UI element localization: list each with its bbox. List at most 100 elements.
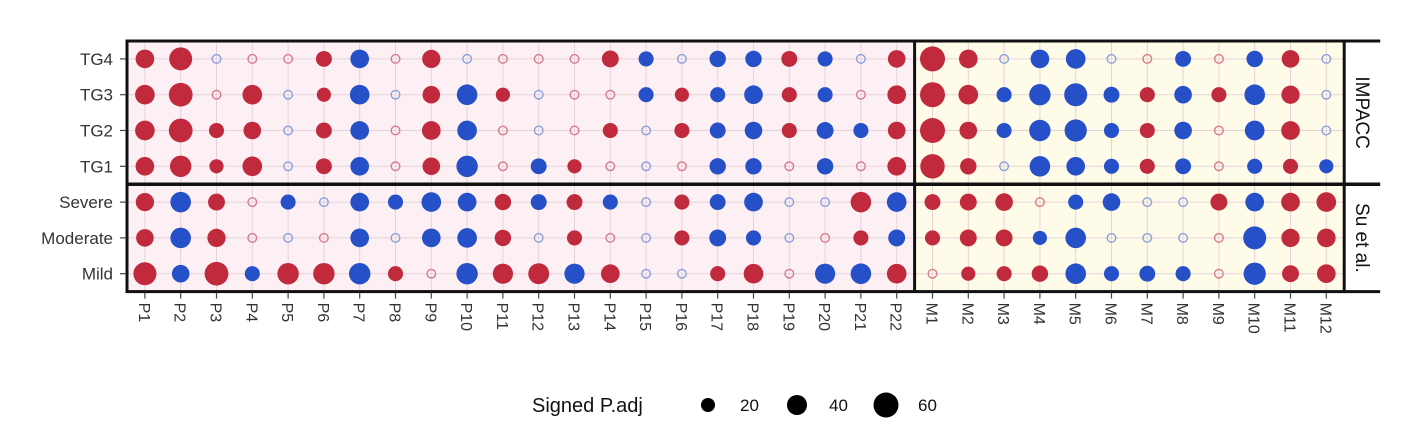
row-label-tg1: TG1 <box>80 157 113 176</box>
dot-severe-p3 <box>208 193 225 211</box>
dot-tg4-p17 <box>709 50 726 68</box>
dot-moderate-p11 <box>494 229 512 247</box>
dot-tg1-p2 <box>169 155 192 178</box>
dot-severe-p18 <box>744 192 763 212</box>
legend-key-label-20: 20 <box>740 396 759 415</box>
dot-moderate-p19 <box>784 232 795 243</box>
row-labels: TG4 TG3 TG2 TG1 Severe Moderate Mild <box>41 50 126 284</box>
dot-tg1-m6 <box>1103 158 1120 174</box>
dot-mild-p5 <box>277 262 299 285</box>
dot-tg3-m3 <box>996 87 1012 103</box>
dot-moderate-p18 <box>745 230 762 246</box>
column-label-p9: P9 <box>421 303 438 323</box>
dot-tg2-m1 <box>920 118 945 143</box>
dot-severe-m11 <box>1281 192 1300 212</box>
dot-tg1-p7 <box>350 156 370 176</box>
column-label-p6: P6 <box>314 303 331 323</box>
dot-tg4-p7 <box>350 49 370 69</box>
dots-layer <box>133 46 1337 286</box>
row-label-severe: Severe <box>59 193 113 212</box>
dot-moderate-m10 <box>1243 226 1267 250</box>
dot-tg2-p15 <box>641 125 652 136</box>
dot-tg2-m11 <box>1281 121 1300 140</box>
column-label-p11: P11 <box>493 303 510 330</box>
dot-severe-p5 <box>280 194 296 210</box>
dot-tg3-m1 <box>920 82 945 108</box>
dot-mild-p17 <box>710 266 726 282</box>
column-label-p12: P12 <box>529 303 546 332</box>
dot-tg3-m2 <box>958 84 979 105</box>
dot-tg3-m12 <box>1321 89 1332 100</box>
dot-tg3-p12 <box>533 89 544 100</box>
dot-severe-p8 <box>387 194 404 210</box>
strip-label-impacc: IMPACC <box>1351 76 1372 148</box>
dot-mild-m7 <box>1139 265 1156 282</box>
dot-severe-p21 <box>850 191 872 213</box>
dot-tg2-p13 <box>569 125 580 136</box>
dot-tg2-p20 <box>816 122 834 139</box>
dot-tg1-p9 <box>422 157 441 176</box>
dot-tg4-p6 <box>315 50 332 67</box>
dot-moderate-p9 <box>421 228 441 248</box>
dot-mild-m5 <box>1065 263 1086 284</box>
column-label-m5: M5 <box>1066 303 1083 325</box>
column-label-p3: P3 <box>207 303 224 323</box>
dot-tg4-p1 <box>135 49 155 69</box>
dot-tg2-m9 <box>1213 125 1224 136</box>
dot-tg3-p18 <box>744 85 763 105</box>
dot-tg4-m5 <box>1065 49 1086 69</box>
dot-tg1-p6 <box>315 158 332 175</box>
dot-tg4-p13 <box>569 53 580 64</box>
dot-moderate-p3 <box>207 228 226 248</box>
dot-tg4-p5 <box>283 53 294 64</box>
column-label-p10: P10 <box>457 303 474 332</box>
dot-severe-p20 <box>820 197 831 208</box>
dot-severe-p22 <box>886 192 907 212</box>
dot-mild-p6 <box>313 262 335 285</box>
dot-tg3-p17 <box>710 87 726 103</box>
dot-severe-p11 <box>494 193 512 211</box>
row-label-tg2: TG2 <box>80 122 113 141</box>
dot-tg2-p5 <box>283 125 294 136</box>
dot-severe-p6 <box>318 197 329 208</box>
dot-tg2-p19 <box>781 122 797 139</box>
column-label-p16: P16 <box>672 303 689 332</box>
dot-severe-p4 <box>247 197 258 208</box>
dot-severe-m5 <box>1068 194 1084 210</box>
dot-tg4-p8 <box>390 53 401 64</box>
dot-mild-m3 <box>996 266 1012 282</box>
panel-outer-border <box>125 39 1346 294</box>
column-label-m6: M6 <box>1102 303 1119 325</box>
dot-tg3-p22 <box>887 85 907 105</box>
dot-moderate-m4 <box>1032 230 1047 245</box>
dot-tg1-m1 <box>920 154 945 179</box>
dot-tg1-p10 <box>456 155 478 178</box>
dot-mild-p18 <box>743 263 764 284</box>
legend-key-label-40: 40 <box>829 396 848 415</box>
dot-tg1-m7 <box>1139 158 1155 174</box>
dot-tg1-m5 <box>1066 156 1086 176</box>
dot-tg2-m5 <box>1064 119 1087 142</box>
dot-mild-m1 <box>927 268 938 279</box>
dot-tg3-p2 <box>168 82 193 107</box>
column-label-p5: P5 <box>278 303 295 323</box>
dot-severe-m9 <box>1210 193 1228 211</box>
dot-tg1-p12 <box>530 158 547 175</box>
dot-tg1-p1 <box>135 156 155 176</box>
dot-tg1-m9 <box>1213 161 1224 172</box>
dot-severe-p1 <box>135 192 155 212</box>
dot-tg2-p18 <box>744 121 763 140</box>
dot-tg2-p16 <box>674 122 690 139</box>
dot-moderate-p5 <box>283 232 294 243</box>
dot-tg3-p13 <box>569 89 580 100</box>
dot-mild-m12 <box>1316 264 1336 284</box>
dot-mild-p10 <box>456 262 478 285</box>
dot-mild-m10 <box>1243 262 1266 285</box>
column-label-m7: M7 <box>1137 303 1154 325</box>
dot-tg2-m6 <box>1103 122 1120 139</box>
dot-tg1-m2 <box>960 158 977 175</box>
row-label-mild: Mild <box>82 265 113 284</box>
dot-mild-p14 <box>600 264 620 284</box>
dot-tg3-p6 <box>316 87 331 102</box>
dot-tg2-p9 <box>421 121 441 140</box>
